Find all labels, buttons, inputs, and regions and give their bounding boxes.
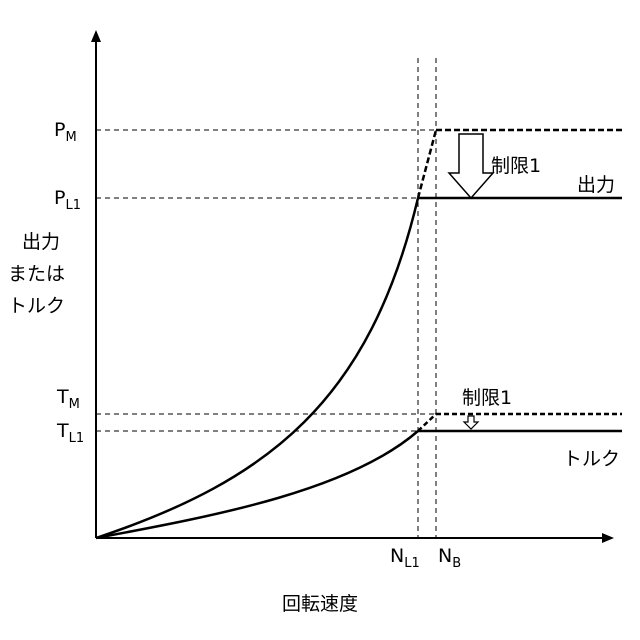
torque-curve xyxy=(96,431,418,538)
power-max-extension xyxy=(418,130,436,198)
y-tick-tm: TM xyxy=(56,386,80,412)
x-axis-label: 回転速度 xyxy=(282,593,358,615)
torque-max-extension xyxy=(418,414,436,431)
power-curve xyxy=(96,198,418,538)
torque-curve-label: トルク xyxy=(563,448,620,470)
y-tick-tl1: TL1 xyxy=(56,420,84,446)
torque-limit-label: 制限1 xyxy=(462,387,512,409)
y-tick-pm: PM xyxy=(54,119,77,145)
power-limit-arrow-icon xyxy=(449,134,493,198)
y-axis-label-line-1: 出力 xyxy=(22,231,60,253)
x-tick-nl1: NL1 xyxy=(390,545,420,571)
y-axis-label-line-3: トルク xyxy=(8,295,65,317)
x-tick-nb: NB xyxy=(438,545,461,571)
power-limit-label: 制限1 xyxy=(491,155,541,177)
y-tick-pl1: PL1 xyxy=(54,187,81,213)
power-curve-label: 出力 xyxy=(577,174,615,196)
torque-limit-arrow-icon xyxy=(464,416,478,429)
y-axis-label-line-2: または xyxy=(8,263,65,285)
